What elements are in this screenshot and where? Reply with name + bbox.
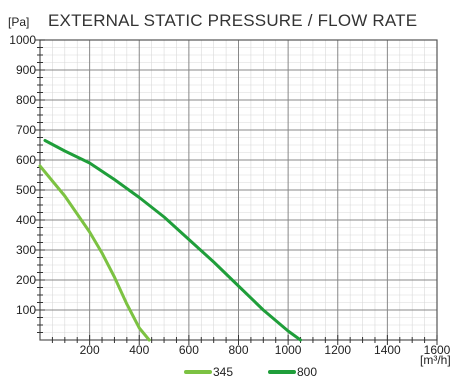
y-tick-label: 500 <box>16 183 36 197</box>
x-axis-label: [m³/h] <box>420 353 451 367</box>
x-tick-label: 800 <box>228 343 248 357</box>
series-lines <box>38 139 302 342</box>
y-tick-label: 1000 <box>9 33 36 47</box>
legend-label-345: 345 <box>213 365 233 379</box>
legend-label-800: 800 <box>297 365 317 379</box>
x-tick-label: 400 <box>129 343 149 357</box>
y-tick-label: 600 <box>16 153 36 167</box>
y-tick-label: 800 <box>16 93 36 107</box>
chart-title: EXTERNAL STATIC PRESSURE / FLOW RATE <box>48 11 417 30</box>
x-tick-label: 1200 <box>324 343 351 357</box>
y-tick-label: 300 <box>16 243 36 257</box>
y-axis-label: [Pa] <box>8 15 29 29</box>
series-line-800 <box>43 139 302 342</box>
x-tick-label: 1400 <box>374 343 401 357</box>
x-tick-label: 200 <box>80 343 100 357</box>
legend: 345 800 <box>184 365 317 379</box>
x-tick-label: 1000 <box>275 343 302 357</box>
x-axis-ticks: 200 400 600 800 1000 1200 1400 1600 <box>80 343 451 357</box>
x-tick-label: 1600 <box>424 343 451 357</box>
y-tick-label: 200 <box>16 273 36 287</box>
y-tick-label: 100 <box>16 303 36 317</box>
grid <box>35 39 438 345</box>
y-tick-label: 400 <box>16 213 36 227</box>
y-tick-label: 900 <box>16 63 36 77</box>
x-tick-label: 600 <box>179 343 199 357</box>
y-tick-label: 700 <box>16 123 36 137</box>
y-axis-ticks: 100 200 300 400 500 600 700 800 900 1000 <box>9 33 36 317</box>
series-line-345 <box>38 164 151 342</box>
